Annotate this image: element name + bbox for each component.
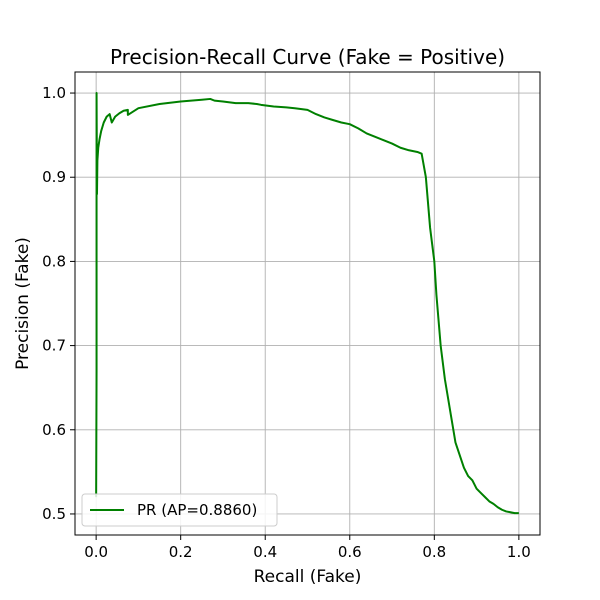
legend: PR (AP=0.8860) (81, 493, 278, 527)
ticks: 0.0 0.2 0.4 0.6 0.8 1.0 0.5 0.6 0.7 0.8 0.9 1.0 (42, 84, 531, 561)
y-tick-label: 1.0 (42, 84, 66, 102)
x-tick-label: 1.0 (507, 543, 531, 561)
x-tick-label: 0.4 (253, 543, 277, 561)
y-tick-label: 0.8 (42, 252, 66, 270)
y-tick-label: 0.6 (42, 421, 66, 439)
series-layer (95, 92, 519, 515)
grid (75, 72, 540, 535)
pr-curve-line (95, 92, 519, 515)
y-tick-label: 0.5 (42, 505, 66, 523)
x-axis-label: Recall (Fake) (254, 567, 362, 587)
x-tick-label: 0.2 (169, 543, 193, 561)
legend-entry-label: PR (AP=0.8860) (137, 501, 257, 519)
legend-box (81, 493, 278, 527)
y-tick-label: 0.9 (42, 168, 66, 186)
y-tick-label: 0.7 (42, 337, 66, 355)
x-tick-label: 0.8 (422, 543, 446, 561)
x-tick-label: 0.0 (84, 543, 108, 561)
plot-frame (74, 71, 541, 536)
x-tick-label: 0.6 (338, 543, 362, 561)
chart-title: Precision-Recall Curve (Fake = Positive) (110, 45, 505, 69)
y-axis-label: Precision (Fake) (13, 237, 33, 370)
